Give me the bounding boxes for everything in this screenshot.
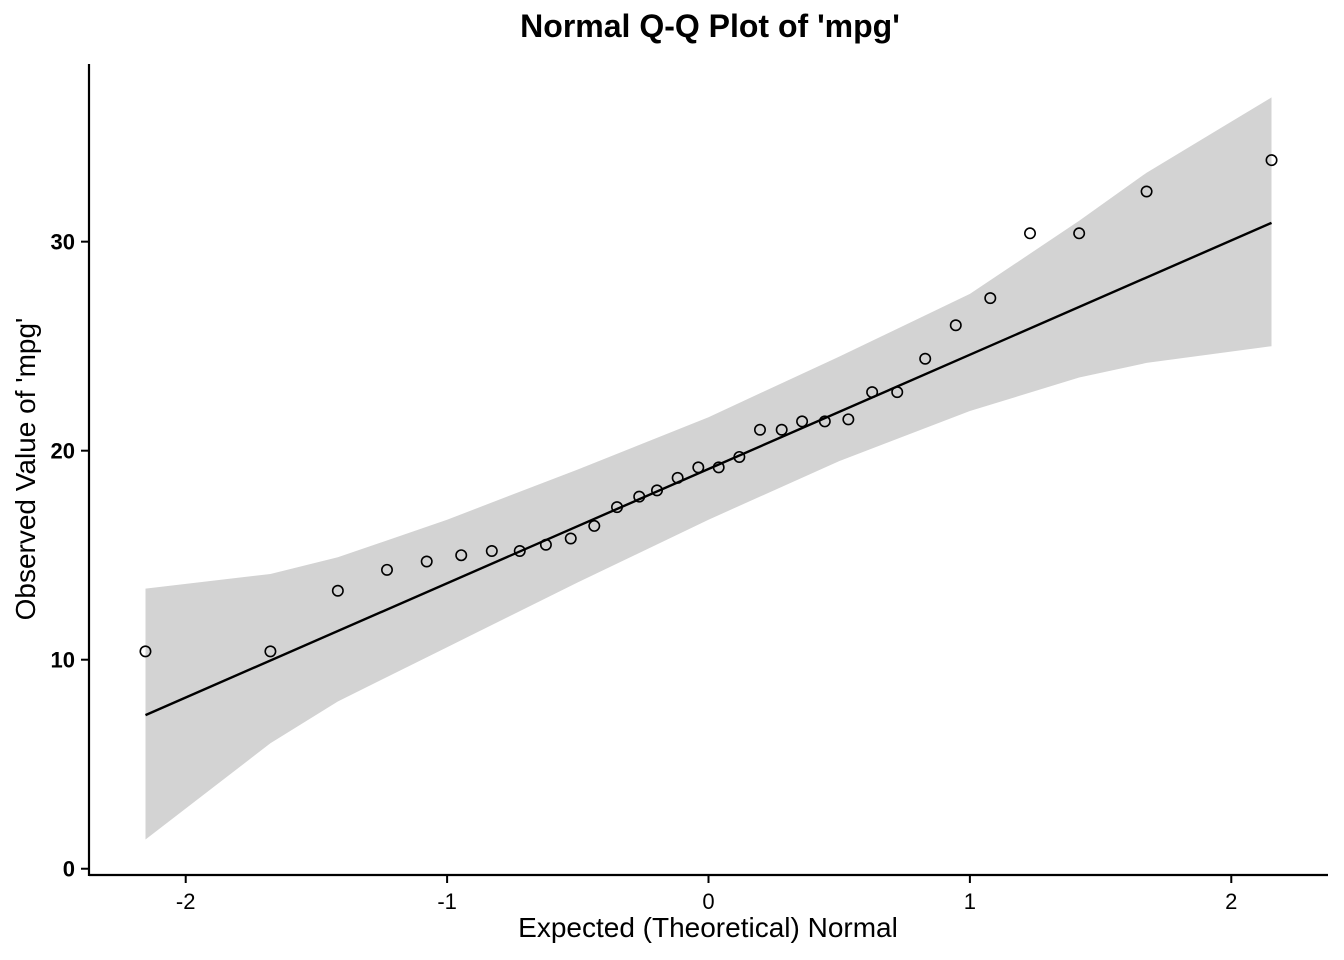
x-tick-label: -1 [437,889,457,914]
reference-line [144,221,1273,717]
x-tick-label: -2 [176,889,196,914]
x-axis-label: Expected (Theoretical) Normal [518,912,898,943]
data-point [796,415,809,428]
data-point [671,471,684,484]
data-point [539,538,552,551]
y-tick-label: 30 [51,230,75,255]
data-point [331,584,344,597]
data-point [264,645,277,658]
x-tick-label: 0 [702,889,714,914]
data-point [949,319,962,332]
data-point [455,549,468,562]
reference-line-layer [144,221,1273,717]
data-point [919,352,932,365]
data-point [1073,227,1086,240]
data-point [842,413,855,426]
data-point [1265,154,1278,167]
data-point [1140,185,1153,198]
data-point [651,484,664,497]
data-point [818,415,831,428]
data-point [611,501,624,514]
data-point [866,386,879,399]
y-axis-label: Observed Value of 'mpg' [10,317,41,621]
data-point [588,519,601,532]
data-point [692,461,705,474]
data-point [984,292,997,305]
data-point [733,450,746,463]
data-point [564,532,577,545]
y-tick-label: 0 [63,857,75,882]
points-layer [139,154,1278,658]
data-point [753,423,766,436]
data-point [380,563,393,576]
chart-title: Normal Q-Q Plot of 'mpg' [520,8,900,44]
data-point [775,423,788,436]
y-tick-label: 10 [51,648,75,673]
y-axis-label-wrapper: Observed Value of 'mpg' [0,64,52,874]
data-point [420,555,433,568]
data-point [712,461,725,474]
x-tick-label: 2 [1225,889,1237,914]
data-point [513,545,526,558]
data-point [633,490,646,503]
x-tick-label: 1 [964,889,976,914]
data-point [891,386,904,399]
data-point [1024,227,1037,240]
data-point [139,645,152,658]
y-tick-label: 20 [51,439,75,464]
data-point [485,545,498,558]
